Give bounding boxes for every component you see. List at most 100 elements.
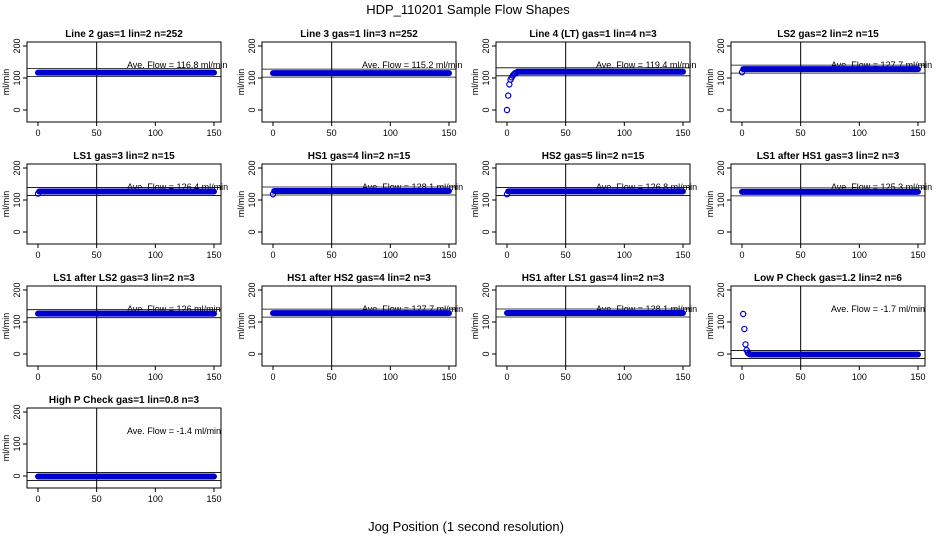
panel-title: LS1 gas=3 lin=2 n=15 — [73, 151, 175, 162]
data-point — [745, 350, 753, 357]
panel-9: LS1 after LS2 gas=3 lin=2 n=3 ml/min 0 50 10… — [1, 273, 222, 382]
x-tick-label: 150 — [910, 128, 925, 138]
x-tick-label: 150 — [206, 128, 221, 138]
x-tick-label: 0 — [739, 250, 744, 260]
y-tick-label: 0 — [716, 107, 726, 112]
y-tick-label: 0 — [716, 229, 726, 234]
y-tick-label: 0 — [12, 229, 22, 234]
plot-box — [26, 163, 222, 245]
panel-title: LS1 after LS2 gas=3 lin=2 n=3 — [53, 273, 195, 284]
average-flow-annotation: Ave. Flow = -1.7 ml/min — [831, 304, 925, 314]
data-series-plateau — [35, 69, 217, 76]
x-tick-label: 100 — [852, 250, 867, 260]
x-tick-label: 150 — [675, 372, 690, 382]
y-tick-label: 0 — [481, 229, 491, 234]
panel-13: High P Check gas=1 lin=0.8 n=3 ml/min 0 50 1… — [1, 395, 222, 504]
data-point — [34, 190, 42, 197]
y-tick-label: 100 — [716, 192, 726, 207]
data-point — [738, 69, 746, 76]
plot-box — [730, 285, 926, 367]
x-tick-label: 50 — [92, 372, 102, 382]
panel-title: HS2 gas=5 lin=2 n=15 — [542, 151, 645, 162]
x-tick-label: 50 — [92, 494, 102, 504]
x-tick-label: 100 — [148, 128, 163, 138]
plot-box — [730, 41, 926, 123]
y-tick-label: 200 — [481, 282, 491, 297]
x-tick-label: 50 — [561, 250, 571, 260]
y-axis-label: ml/min — [705, 191, 715, 218]
x-tick-label: 150 — [206, 494, 221, 504]
y-tick-label: 200 — [716, 38, 726, 53]
figure-xlabel: Jog Position (1 second resolution) — [368, 519, 564, 534]
x-tick-label: 100 — [383, 250, 398, 260]
x-tick-label: 150 — [441, 250, 456, 260]
x-tick-label: 100 — [617, 372, 632, 382]
average-flow-annotation: Ave. Flow = 127.7 ml/min — [362, 304, 463, 314]
x-tick-label: 0 — [35, 494, 40, 504]
data-series-plateau — [270, 310, 452, 317]
y-tick-label: 0 — [247, 229, 257, 234]
x-tick-label: 150 — [206, 250, 221, 260]
x-tick-label: 0 — [35, 250, 40, 260]
y-tick-label: 200 — [247, 160, 257, 175]
data-point — [741, 325, 748, 333]
panel-2: Line 3 gas=1 lin=3 n=252 ml/min 0 50 100 150 0… — [236, 29, 462, 138]
x-tick-label: 100 — [852, 372, 867, 382]
data-series-plateau — [740, 66, 921, 73]
y-axis-label: ml/min — [1, 313, 11, 340]
panel-title: Line 2 gas=1 lin=2 n=252 — [65, 29, 183, 40]
y-tick-label: 100 — [247, 192, 257, 207]
y-tick-label: 100 — [716, 314, 726, 329]
x-tick-label: 150 — [675, 250, 690, 260]
y-tick-label: 0 — [12, 473, 22, 478]
x-tick-label: 50 — [561, 128, 571, 138]
average-flow-annotation: Ave. Flow = 116.8 ml/min — [127, 60, 227, 70]
data-series-plateau — [271, 188, 452, 195]
y-tick-label: 0 — [247, 107, 257, 112]
average-flow-annotation: Ave. Flow = 119.4 ml/min — [596, 60, 696, 70]
y-axis-label: ml/min — [1, 191, 11, 218]
x-tick-label: 0 — [739, 128, 744, 138]
panel-8: LS1 after HS1 gas=3 lin=2 n=3 ml/min 0 50 10… — [705, 151, 932, 260]
x-tick-label: 150 — [441, 372, 456, 382]
plot-box — [495, 285, 691, 367]
x-tick-label: 0 — [270, 372, 275, 382]
data-series-plateau — [35, 310, 217, 317]
y-tick-label: 0 — [12, 351, 22, 356]
panel-1: Line 2 gas=1 lin=2 n=252 ml/min 0 50 100 150 0… — [1, 29, 227, 138]
x-tick-label: 100 — [852, 128, 867, 138]
y-tick-label: 100 — [716, 70, 726, 85]
data-point — [744, 349, 752, 356]
y-axis-label: ml/min — [236, 69, 246, 96]
x-tick-label: 100 — [383, 372, 398, 382]
panel-title: Low P Check gas=1.2 lin=2 n=6 — [754, 273, 902, 284]
data-series-plateau — [36, 188, 217, 195]
x-tick-label: 50 — [561, 372, 571, 382]
x-tick-label: 100 — [383, 128, 398, 138]
data-point — [269, 191, 277, 198]
plot-box — [26, 407, 222, 489]
x-tick-label: 50 — [92, 250, 102, 260]
y-axis-label: ml/min — [470, 313, 480, 340]
x-tick-label: 0 — [739, 372, 744, 382]
y-tick-label: 100 — [12, 436, 22, 451]
y-tick-label: 100 — [481, 70, 491, 85]
y-tick-label: 0 — [481, 351, 491, 356]
panel-title: Line 3 gas=1 lin=3 n=252 — [300, 29, 418, 40]
y-tick-label: 200 — [481, 160, 491, 175]
panel-7: HS2 gas=5 lin=2 n=15 ml/min 0 50 100 150 0 100 2… — [470, 151, 697, 260]
figure-title: HDP_110201 Sample Flow Shapes — [366, 2, 570, 17]
x-tick-label: 0 — [35, 372, 40, 382]
panel-title: HS1 after LS1 gas=4 lin=2 n=3 — [522, 273, 665, 284]
y-tick-label: 0 — [481, 107, 491, 112]
x-tick-label: 50 — [327, 372, 337, 382]
panel-10: HS1 after HS2 gas=4 lin=2 n=3 ml/min 0 50 10… — [236, 273, 463, 382]
x-tick-label: 100 — [148, 494, 163, 504]
x-tick-label: 150 — [206, 372, 221, 382]
panel-title: LS2 gas=2 lin=2 n=15 — [777, 29, 879, 40]
panel-12: Low P Check gas=1.2 lin=2 n=6 ml/min 0 50 10… — [705, 273, 926, 382]
x-tick-label: 150 — [910, 372, 925, 382]
plot-box — [261, 163, 457, 245]
